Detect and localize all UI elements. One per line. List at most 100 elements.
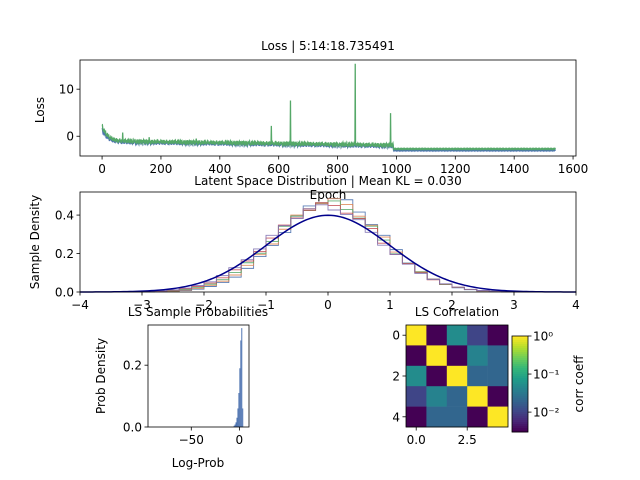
probs-plot-area xyxy=(233,328,244,427)
corr-cell xyxy=(406,406,427,428)
latent-yticks: 0.0 0.2 0.4 xyxy=(55,209,80,300)
corr-cell xyxy=(426,345,448,367)
corr-colorbar-tick-label: 10⁰ xyxy=(533,330,553,344)
corr-colorbar-segment xyxy=(512,406,528,409)
corr-xtick-label: 0.0 xyxy=(407,433,426,447)
loss-xtick-label: 200 xyxy=(149,162,172,176)
corr-colorbar-segment xyxy=(512,414,528,417)
loss-panel: Loss | 5:14:18.735491 Loss Epoch 0 200 400… xyxy=(33,39,588,202)
corr-ytick-label: 4 xyxy=(392,410,400,424)
latent-ytick-label: 0.4 xyxy=(55,209,74,223)
corr-colorbar-segment xyxy=(512,358,528,361)
corr-colorbar-segment xyxy=(512,352,528,355)
corr-colorbar-segment xyxy=(512,390,528,393)
corr-cell xyxy=(406,365,427,387)
probs-bar xyxy=(242,408,244,427)
corr-cell xyxy=(426,386,448,407)
corr-title: LS Correlation xyxy=(415,305,499,319)
corr-xtick-label: 2.5 xyxy=(458,433,477,447)
probs-xlabel: Log-Prob xyxy=(172,456,224,470)
corr-cell xyxy=(426,406,448,428)
corr-cell xyxy=(426,325,448,346)
loss-xtick-label: 1400 xyxy=(499,162,530,176)
latent-xtick-label: −2 xyxy=(195,298,213,312)
probs-bar xyxy=(239,368,241,427)
corr-colorbar-segment xyxy=(512,370,528,373)
probs-bar xyxy=(234,424,236,427)
loss-xtick-label: 600 xyxy=(267,162,290,176)
corr-cell xyxy=(406,345,427,367)
corr-colorbar-segment xyxy=(512,396,528,399)
loss-title: Loss | 5:14:18.735491 xyxy=(261,39,395,53)
latent-hist-series xyxy=(79,202,576,293)
latent-ylabel: Sample Density xyxy=(28,195,42,289)
latent-ytick-label: 0.0 xyxy=(55,286,74,300)
loss-yticks: 0 10 xyxy=(59,83,80,144)
probs-xtick-label: −50 xyxy=(179,433,204,447)
corr-colorbar-segment xyxy=(512,404,528,407)
corr-colorbar-segment xyxy=(512,348,528,351)
corr-colorbar-segment xyxy=(512,420,528,423)
latent-xtick-label: 2 xyxy=(448,298,456,312)
corr-cell xyxy=(487,365,509,387)
corr-colorbar-segment xyxy=(512,394,528,397)
latent-title: Latent Space Distribution | Mean KL = 0.… xyxy=(194,174,461,188)
corr-colorbar-tick-label: 10⁻² xyxy=(533,406,560,420)
latent-xtick-label: −1 xyxy=(257,298,275,312)
corr-colorbar-segment xyxy=(512,402,528,405)
probs-bar xyxy=(236,417,238,427)
corr-colorbar-segment xyxy=(512,368,528,371)
latent-xtick-label: −4 xyxy=(71,298,89,312)
corr-cell xyxy=(467,386,488,407)
loss-xticks: 0 200 400 600 800 1000 1200 1400 1600 xyxy=(98,156,588,176)
corr-cell xyxy=(467,325,488,346)
probs-axes-frame xyxy=(147,324,250,428)
corr-heatmap xyxy=(406,325,509,428)
corr-cell xyxy=(487,325,509,346)
corr-colorbar-tick-label: 10⁻¹ xyxy=(533,368,560,382)
corr-colorbar-segment xyxy=(512,388,528,391)
corr-colorbar-segment xyxy=(512,430,528,433)
corr-yticks: 0 2 4 xyxy=(392,329,406,424)
corr-colorbar-segment xyxy=(512,382,528,385)
corr-colorbar-segment xyxy=(512,428,528,431)
corr-cell xyxy=(467,345,488,367)
corr-colorbar-segment xyxy=(512,422,528,425)
probs-ylabel: Prob Density xyxy=(94,338,108,414)
corr-colorbar-segment xyxy=(512,416,528,419)
probs-bar xyxy=(237,408,239,427)
probs-title: LS Sample Probabilities xyxy=(128,305,268,319)
latent-hist-series xyxy=(79,204,577,293)
corr-cell xyxy=(406,325,427,346)
probs-ytick-label: 0.2 xyxy=(123,359,142,373)
corr-colorbar-segment xyxy=(512,424,528,427)
corr-cell xyxy=(426,365,448,387)
corr-cell xyxy=(487,386,509,407)
corr-colorbar-segment xyxy=(512,346,528,349)
probs-bar xyxy=(233,425,235,427)
corr-colorbar-segment xyxy=(512,398,528,401)
corr-xticks: 0.0 2.5 xyxy=(407,427,477,447)
corr-cell xyxy=(446,345,468,367)
latent-plot-area xyxy=(79,198,577,293)
corr-colorbar-segment xyxy=(512,344,528,347)
corr-colorbar-frame xyxy=(511,335,529,433)
probs-yticks: 0.0 0.2 xyxy=(123,359,148,435)
probs-bar xyxy=(238,393,240,427)
corr-cell xyxy=(446,365,468,387)
corr-colorbar-segment xyxy=(512,412,528,415)
probs-panel: −50 0 0.0 0.2 LS Sample Probabilities Prob… xyxy=(94,305,268,470)
corr-cell xyxy=(487,406,509,428)
latent-xtick-label: 1 xyxy=(386,298,394,312)
corr-colorbar-segment xyxy=(512,374,528,377)
loss-xtick-label: 0 xyxy=(98,162,106,176)
latent-xtick-label: 0 xyxy=(324,298,332,312)
corr-colorbar-label: corr coeff xyxy=(572,355,586,413)
corr-colorbar-segment xyxy=(512,336,528,339)
corr-colorbar-ticks: 10⁰ 10⁻¹ 10⁻² xyxy=(528,330,560,420)
corr-cell xyxy=(467,365,488,387)
corr-colorbar-segment xyxy=(512,372,528,375)
latent-xtick-label: 3 xyxy=(510,298,518,312)
corr-colorbar-segment xyxy=(512,380,528,383)
corr-colorbar-segment xyxy=(512,408,528,411)
